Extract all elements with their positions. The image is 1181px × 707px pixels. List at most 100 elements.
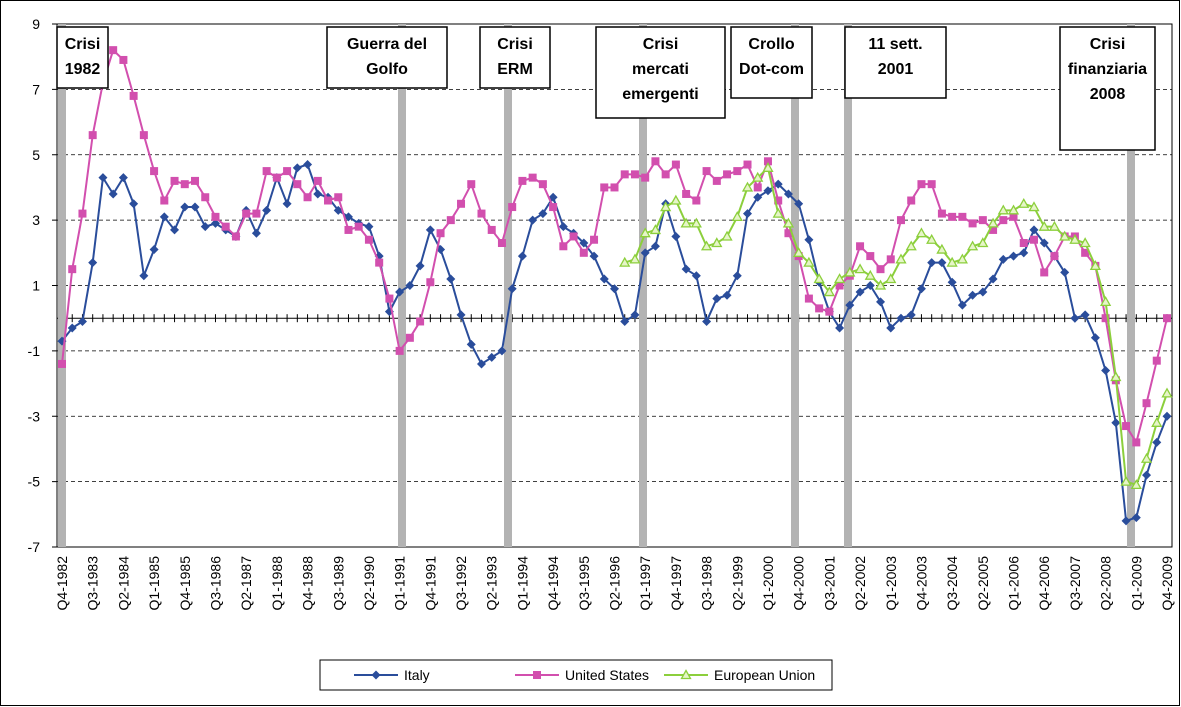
y-tick-label: 5: [32, 147, 40, 163]
marker: [1110, 371, 1122, 382]
annotation-text: mercati: [632, 61, 689, 78]
marker: [774, 196, 783, 205]
marker: [682, 189, 691, 198]
marker: [456, 310, 466, 320]
marker: [876, 297, 886, 307]
marker: [371, 670, 381, 680]
marker: [1050, 252, 1059, 261]
x-tick-label: Q3-1992: [453, 556, 469, 611]
y-tick-label: 7: [32, 81, 40, 97]
marker: [641, 173, 650, 182]
marker: [170, 176, 179, 185]
marker: [528, 215, 538, 225]
marker: [457, 199, 466, 208]
y-tick-label: 3: [32, 212, 40, 228]
marker: [415, 261, 425, 271]
marker: [518, 176, 527, 185]
marker: [763, 157, 772, 166]
marker: [559, 242, 568, 251]
marker: [139, 131, 148, 140]
legend-label: United States: [565, 667, 649, 683]
marker: [1120, 475, 1132, 486]
marker: [1089, 260, 1101, 271]
marker: [1009, 212, 1018, 221]
x-tick-label: Q1-2003: [883, 556, 899, 611]
marker: [590, 235, 599, 244]
marker: [467, 180, 476, 189]
marker: [1009, 251, 1019, 261]
marker: [1019, 239, 1028, 248]
marker: [926, 233, 938, 244]
marker: [508, 203, 517, 212]
y-tick-label: -5: [28, 474, 41, 490]
marker: [354, 222, 363, 231]
event-bar: [844, 24, 852, 547]
marker: [139, 271, 149, 281]
marker: [1090, 333, 1100, 343]
marker: [221, 222, 230, 231]
x-tick-label: Q4-1991: [422, 556, 438, 611]
x-tick-label: Q4-1994: [545, 556, 561, 611]
marker: [1039, 238, 1049, 248]
marker: [671, 231, 681, 241]
marker: [1111, 418, 1121, 428]
marker: [865, 281, 875, 290]
marker: [1152, 356, 1161, 365]
marker: [1099, 296, 1112, 306]
marker: [732, 271, 742, 281]
marker: [262, 205, 272, 215]
marker: [517, 251, 527, 261]
annotation-text: Guerra del: [347, 36, 427, 53]
marker: [416, 317, 425, 326]
marker: [436, 229, 445, 238]
x-tick-label: Q2-2005: [975, 556, 991, 611]
marker: [579, 248, 588, 257]
marker: [1080, 310, 1090, 320]
annotation-text: Crisi: [643, 36, 679, 53]
marker: [957, 300, 967, 310]
marker: [937, 209, 946, 218]
marker: [936, 243, 948, 254]
marker: [1029, 235, 1038, 244]
marker: [958, 212, 967, 221]
annotation-box: [844, 26, 947, 99]
marker: [711, 237, 723, 248]
annotation-text: Crisi: [1090, 36, 1126, 53]
x-tick-label: Q3-1986: [207, 556, 223, 611]
marker: [733, 167, 742, 176]
annotation-text: ERM: [497, 61, 533, 78]
marker: [855, 287, 865, 297]
marker: [629, 253, 641, 264]
x-tick-label: Q3-2007: [1067, 556, 1083, 611]
x-tick-label: Q2-1984: [115, 556, 131, 611]
annotation-text: 11 sett.: [868, 36, 922, 53]
marker: [815, 304, 824, 313]
marker: [692, 196, 701, 205]
marker: [426, 278, 435, 287]
marker: [1161, 387, 1173, 398]
marker: [170, 225, 180, 235]
marker: [129, 199, 139, 209]
marker: [896, 216, 905, 225]
marker: [476, 359, 486, 369]
x-tick-label: Q4-2009: [1159, 556, 1175, 611]
marker: [999, 216, 1008, 225]
marker: [741, 181, 754, 192]
marker: [1048, 220, 1061, 231]
marker: [405, 281, 415, 290]
marker: [375, 258, 384, 267]
x-tick-label: Q1-1988: [269, 556, 285, 611]
marker: [251, 228, 261, 238]
x-tick-label: Q4-1985: [177, 556, 193, 611]
marker: [324, 196, 333, 205]
marker: [1101, 365, 1111, 375]
marker: [262, 167, 271, 176]
marker: [731, 211, 743, 222]
marker: [896, 313, 906, 323]
x-tick-label: Q1-2009: [1128, 556, 1144, 611]
marker: [610, 183, 619, 192]
x-tick-label: Q1-2006: [1006, 556, 1022, 611]
annotation-text: Crisi: [65, 36, 101, 53]
marker: [825, 307, 834, 316]
marker: [538, 180, 547, 189]
